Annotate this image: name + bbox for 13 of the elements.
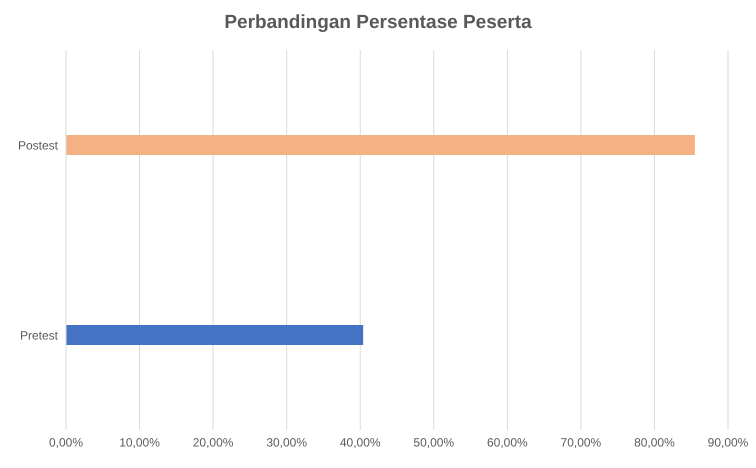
x-tick-label: 0,00% xyxy=(48,436,84,450)
x-tick-label: 80,00% xyxy=(634,436,676,450)
y-tick-label: Pretest xyxy=(20,328,59,342)
x-tick-label: 30,00% xyxy=(266,436,308,450)
x-tick-label: 70,00% xyxy=(560,436,602,450)
x-tick-label: 40,00% xyxy=(340,436,381,450)
chart-title: Perbandingan Persentase Peserta xyxy=(223,11,533,35)
x-tick-label: 10,00% xyxy=(119,436,160,450)
x-tick-label: 20,00% xyxy=(192,436,234,450)
x-tick-label: 90,00% xyxy=(708,436,749,450)
y-tick-label: Postest xyxy=(18,138,59,152)
x-tick-label: 60,00% xyxy=(486,436,528,450)
x-tick-label: 50,00% xyxy=(413,436,454,450)
